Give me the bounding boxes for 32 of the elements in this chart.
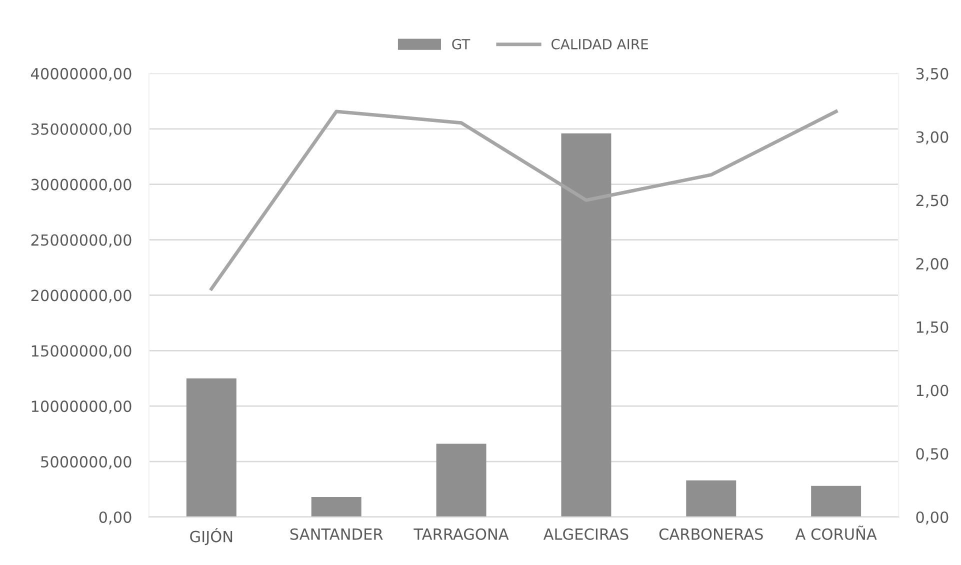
x-tick-label: SANTANDER xyxy=(290,528,383,540)
y-tick-label: 5000000,00 xyxy=(41,456,132,470)
x-tick-label: CARBONERAS xyxy=(659,528,763,540)
y-tick-label: 40000000,00 xyxy=(30,68,132,82)
y-tick-label: 35000000,00 xyxy=(31,123,132,136)
y-tick-label: 20000000,00 xyxy=(31,290,132,303)
y2-tick-label: 0,50 xyxy=(916,448,948,462)
line-series xyxy=(210,110,838,291)
y2-tick-label: 2,00 xyxy=(916,258,948,272)
bar xyxy=(561,133,612,517)
y2-tick-label: 2,50 xyxy=(916,194,948,208)
bar xyxy=(186,378,236,517)
y-tick-label: 0,00 xyxy=(99,511,132,525)
legend-label: GT xyxy=(452,38,470,50)
x-tick-label: TARRAGONA xyxy=(414,528,509,540)
legend-label: CALIDAD AIRE xyxy=(552,38,648,50)
bar xyxy=(311,497,362,517)
y-tick-label: 15000000,00 xyxy=(32,345,132,358)
y2-tick-label: 1,00 xyxy=(916,384,948,398)
y2-tick-label: 3,50 xyxy=(916,68,948,82)
bar xyxy=(686,480,736,517)
x-tick-label: ALGECIRAS xyxy=(543,528,628,540)
bar xyxy=(811,486,862,517)
y-tick-label: 30000000,00 xyxy=(31,178,132,192)
y2-tick-label: 3,00 xyxy=(916,131,948,144)
y-tick-label: 10000000,00 xyxy=(32,400,132,414)
x-tick-label: A CORUÑA xyxy=(795,526,877,540)
bar xyxy=(436,444,486,517)
x-tick-label: GIJÓN xyxy=(190,528,232,546)
y2-tick-label: 1,50 xyxy=(916,321,948,334)
y2-tick-label: 0,00 xyxy=(916,511,948,525)
y-tick-label: 25000000,00 xyxy=(31,234,132,248)
